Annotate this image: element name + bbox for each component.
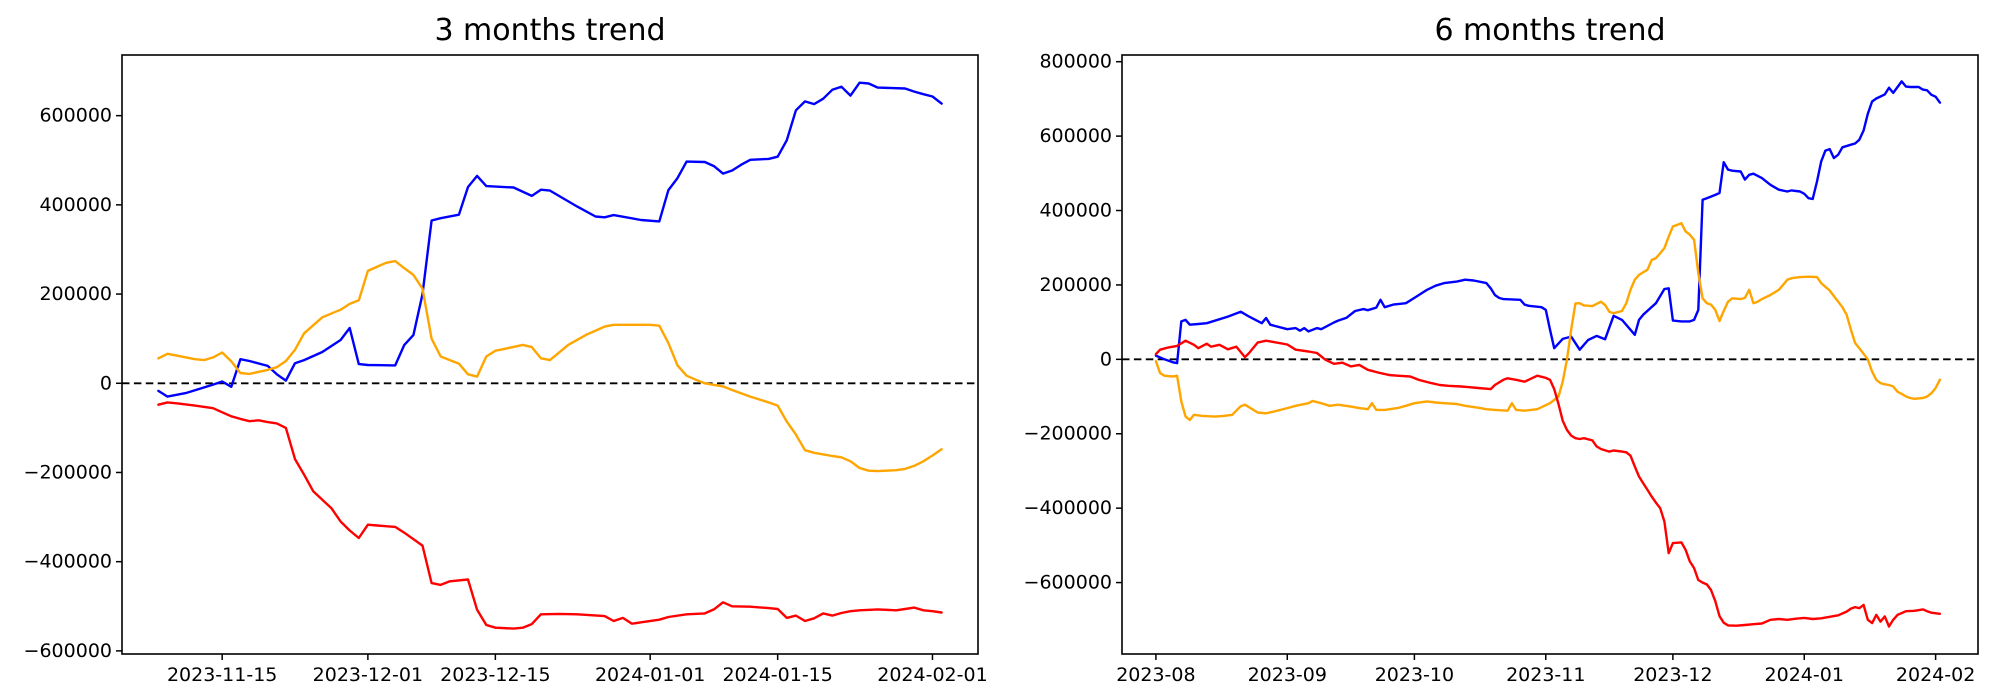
- x-tick-label: 2024-01: [1765, 664, 1844, 686]
- x-tick-label: 2023-10: [1375, 664, 1454, 686]
- x-tick-label: 2023-08: [1116, 664, 1195, 686]
- y-tick-label: −200000: [1024, 423, 1112, 445]
- series-line-red: [157, 401, 943, 630]
- x-tick-label: 2024-01-01: [595, 664, 705, 686]
- chart-title: 6 months trend: [1434, 13, 1665, 48]
- y-tick-label: −200000: [24, 461, 112, 483]
- series-line-blue: [157, 81, 943, 398]
- plot-border: [121, 54, 979, 655]
- x-tick-label: 2023-09: [1248, 664, 1327, 686]
- chart-title: 3 months trend: [434, 13, 665, 48]
- y-tick-label: 0: [1100, 348, 1112, 370]
- chart-3-months-canvas: 3 months trend −600000 −400000 −200000 0 2000…: [24, 13, 988, 686]
- y-tick-label: −400000: [1024, 497, 1112, 519]
- y-tick-label: 200000: [39, 283, 112, 305]
- y-tick-label: −400000: [24, 551, 112, 573]
- y-tick-label: 600000: [1039, 125, 1112, 147]
- chart-6-months-canvas: 6 months trend −600000 −400000 −200000 0 2000…: [1024, 13, 1979, 686]
- x-tick-label: 2024-02: [1896, 664, 1975, 686]
- x-tick-label: 2024-02-01: [877, 664, 987, 686]
- x-tick-label: 2023-11-15: [167, 664, 277, 686]
- series-line-red: [1154, 339, 1942, 628]
- x-tick-label: 2024-01-15: [722, 664, 832, 686]
- series-line-blue: [1154, 80, 1942, 365]
- y-tick-label: −600000: [24, 640, 112, 662]
- x-tick-label: 2023-12-15: [440, 664, 550, 686]
- chart-6-months-trend: 6 months trend −600000 −400000 −200000 0 2000…: [1000, 0, 2000, 700]
- x-tick-label: 2023-12: [1633, 664, 1712, 686]
- series-line-orange: [1154, 221, 1942, 422]
- y-tick-label: 800000: [1039, 51, 1112, 73]
- x-tick-label: 2023-12-01: [313, 664, 423, 686]
- x-tick-label: 2023-11: [1506, 664, 1585, 686]
- y-tick-label: 0: [100, 372, 112, 394]
- y-tick-label: 200000: [1039, 274, 1112, 296]
- y-tick-label: 600000: [39, 105, 112, 127]
- y-tick-label: −600000: [1024, 572, 1112, 594]
- series-line-orange: [157, 259, 943, 473]
- y-tick-label: 400000: [1039, 200, 1112, 222]
- y-tick-label: 400000: [39, 194, 112, 216]
- chart-3-months-trend: 3 months trend −600000 −400000 −200000 0 2000…: [24, 13, 988, 686]
- plot-border: [1121, 54, 1979, 655]
